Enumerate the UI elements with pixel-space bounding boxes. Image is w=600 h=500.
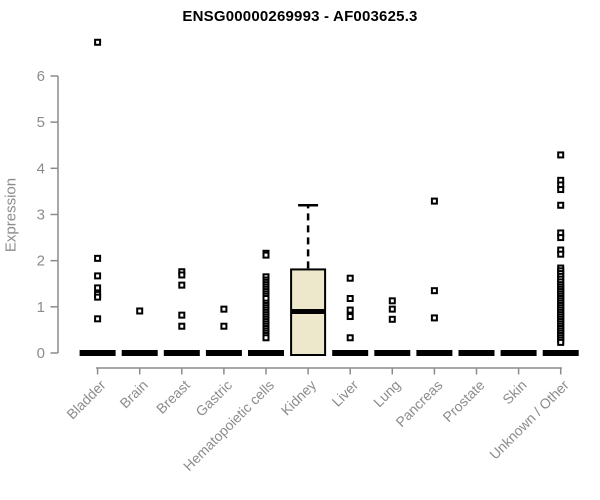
outlier-point: [430, 197, 438, 205]
outlier-point: [220, 322, 228, 330]
boxplot-unknown-other: [542, 151, 579, 356]
x-tick-label: Brain: [116, 377, 150, 411]
x-tick-label: Prostate: [439, 377, 487, 425]
y-tick-label: 1: [37, 299, 45, 316]
x-tick-label: Kidney: [278, 377, 320, 419]
boxplot-bladder: [79, 38, 116, 356]
y-axis: 0 1 2 3 4 5 6: [37, 68, 59, 362]
y-tick-label: 3: [37, 206, 45, 223]
y-tick-label: 2: [37, 253, 45, 270]
outlier-point: [430, 314, 438, 322]
outlier-point: [178, 322, 186, 330]
boxplot-pancreas: [416, 197, 453, 356]
x-tick-label: Bladder: [63, 377, 109, 423]
outlier-point: [94, 315, 102, 323]
outlier-point: [178, 271, 186, 279]
outlier-point: [557, 234, 565, 242]
outlier-point: [557, 250, 565, 258]
outlier-point: [346, 313, 354, 321]
boxplot-lung: [374, 297, 411, 356]
outlier-point: [557, 201, 565, 209]
outlier-point: [94, 284, 102, 292]
outlier-point: [388, 297, 396, 305]
outlier-point: [388, 305, 396, 313]
boxplot-liver: [332, 274, 369, 356]
x-tick-label: Liver: [329, 377, 362, 410]
outlier-point: [430, 287, 438, 295]
outlier-point: [220, 305, 228, 313]
outlier-point: [262, 251, 270, 259]
outlier-point: [346, 306, 354, 314]
y-tick-label: 5: [37, 114, 45, 131]
y-tick-label: 4: [37, 160, 45, 177]
boxplot-hematopoietic-cells: [248, 249, 284, 356]
outlier-point: [94, 38, 102, 46]
y-tick-label: 0: [37, 345, 45, 362]
outlier-point: [94, 293, 102, 301]
x-tick-label: Pancreas: [392, 377, 445, 430]
outlier-point: [346, 295, 354, 303]
y-tick-label: 6: [37, 68, 45, 85]
outlier-point: [178, 311, 186, 319]
outlier-point: [178, 281, 186, 289]
boxplot-gastric: [205, 305, 242, 356]
outlier-point: [94, 254, 102, 262]
outlier-point: [346, 274, 354, 282]
x-tick-label: Lung: [370, 377, 403, 410]
outlier-point: [388, 315, 396, 323]
boxplot-kidney: [290, 204, 327, 357]
outlier-point: [346, 334, 354, 342]
outlier-point: [557, 151, 565, 159]
x-tick-label: Breast: [153, 377, 193, 417]
outlier-point: [557, 186, 565, 194]
outlier-point: [557, 338, 565, 346]
x-tick-label: Skin: [499, 377, 530, 408]
outlier-point: [262, 334, 270, 342]
boxplot-breast: [163, 268, 200, 356]
boxplot-brain: [121, 307, 158, 356]
outlier-point: [136, 307, 144, 315]
chart-title: ENSG00000269993 - AF003625.3: [182, 8, 418, 25]
outlier-point: [94, 272, 102, 280]
x-tick-label: Unknown / Other: [486, 377, 572, 463]
